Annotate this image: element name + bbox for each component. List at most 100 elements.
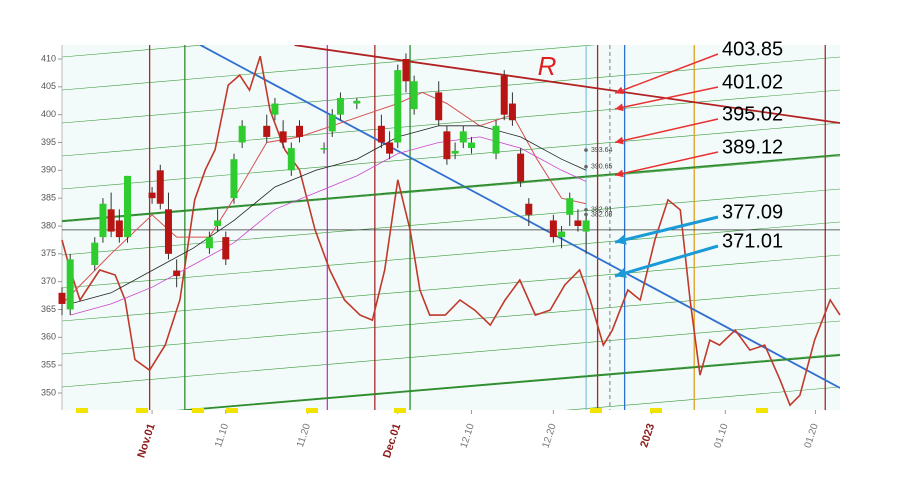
candle-body <box>508 103 516 121</box>
channel-line <box>62 0 840 24</box>
x-tick-label: Dec.01 <box>381 422 403 459</box>
channel-line <box>62 56 840 124</box>
candle-body <box>500 75 508 115</box>
line-series <box>70 125 587 305</box>
candle-body <box>124 175 132 238</box>
x-tick-label: 01.10 <box>713 422 731 450</box>
plot-layer <box>62 0 840 410</box>
candle-body <box>467 142 475 149</box>
candle-body <box>279 131 287 143</box>
candle-body <box>492 125 500 154</box>
channel-line <box>62 320 840 388</box>
y-tick-label: 370 <box>41 276 56 286</box>
candle-body <box>271 103 279 115</box>
price-label: 382.08 <box>591 211 613 218</box>
candle-body <box>386 142 394 154</box>
candle-body <box>263 125 271 137</box>
y-tick-label: 360 <box>41 332 56 342</box>
date-marker <box>590 408 602 413</box>
y-tick-label: 405 <box>41 81 56 91</box>
date-marker <box>756 408 768 413</box>
y-tick-label: 365 <box>41 304 56 314</box>
candle-body <box>214 220 222 226</box>
channel-line <box>62 122 840 190</box>
candle-body <box>574 220 582 226</box>
channel-line <box>565 386 840 410</box>
candle-body <box>205 237 213 249</box>
candle-body <box>451 150 459 154</box>
candle-body <box>320 148 328 150</box>
candle-body <box>66 259 74 310</box>
y-tick-label: 410 <box>41 53 56 63</box>
candle-body <box>394 70 402 143</box>
price-dot <box>584 164 588 169</box>
x-tick-label: 12.20 <box>541 422 559 450</box>
channel-line <box>62 221 840 289</box>
price-dot <box>584 212 588 217</box>
line-series <box>70 136 587 316</box>
y-tick-label: 375 <box>41 248 56 258</box>
x-tick-label: 11.10 <box>213 422 231 449</box>
channel-line <box>62 254 840 322</box>
channel-line <box>62 188 840 256</box>
channel-line <box>62 155 840 223</box>
date-marker <box>226 408 238 413</box>
annotation-arrow <box>614 215 719 244</box>
annotation-arrow <box>614 53 719 94</box>
annotation-arrow <box>614 151 719 176</box>
price-label: 393.64 <box>591 147 613 154</box>
arrow-head <box>615 136 624 145</box>
candle-body <box>402 59 410 82</box>
trend-line <box>294 45 840 124</box>
date-marker <box>192 408 204 413</box>
channel-line <box>62 45 208 58</box>
candle-body <box>107 209 115 232</box>
price-label: 382.91 <box>591 207 613 214</box>
arrow-head <box>615 268 627 279</box>
candle-body <box>410 81 418 110</box>
annotation-label: 403.85 <box>722 38 783 60</box>
x-tick-label: 2023 <box>638 422 657 449</box>
annotation-arrow <box>614 244 719 278</box>
candle-body <box>238 125 246 143</box>
price-dot <box>584 208 588 212</box>
annotation-arrow <box>614 86 719 110</box>
candle-body <box>156 170 164 204</box>
marker-text: R <box>538 51 557 81</box>
candle-body <box>443 131 451 160</box>
candle-body <box>336 97 344 115</box>
candle-body <box>566 198 574 215</box>
y-tick-label: 395 <box>41 137 56 147</box>
annotation-label: 401.02 <box>722 71 783 93</box>
y-tick-label: 385 <box>41 193 56 203</box>
candle-body <box>99 203 107 238</box>
candle-body <box>517 153 525 182</box>
y-tick-label: 355 <box>41 360 56 370</box>
candle-body <box>295 125 303 137</box>
annotation-label: 371.01 <box>722 230 783 252</box>
date-marker <box>136 408 148 413</box>
candle-body <box>164 209 172 254</box>
channel-line <box>62 89 840 157</box>
annotation-arrow <box>614 118 719 144</box>
trend-line <box>184 354 840 410</box>
y-tick-label: 400 <box>41 109 56 119</box>
arrow-head <box>615 169 624 178</box>
date-marker <box>394 408 406 413</box>
date-marker <box>650 408 662 413</box>
annotation-label: 377.09 <box>722 201 783 223</box>
candle-body <box>148 192 156 199</box>
candle-body <box>58 292 66 304</box>
candle-body <box>230 159 238 199</box>
candle-body <box>558 231 566 238</box>
candle-body <box>91 242 99 265</box>
channel-line <box>62 287 840 355</box>
candle-body <box>582 220 590 232</box>
y-tick-label: 380 <box>41 220 56 230</box>
arrow-head <box>615 103 624 112</box>
x-tick-label: Nov.01 <box>135 422 157 459</box>
line-series <box>61 55 841 407</box>
candle-body <box>549 220 557 238</box>
candle-body <box>377 125 385 143</box>
arrow-head <box>615 86 624 95</box>
